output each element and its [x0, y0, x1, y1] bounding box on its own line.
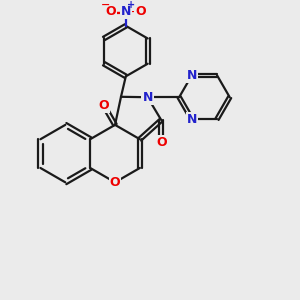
Text: O: O [110, 176, 120, 189]
Text: O: O [106, 5, 116, 18]
Text: N: N [142, 91, 153, 104]
Text: N: N [187, 112, 197, 126]
Text: O: O [98, 99, 109, 112]
Text: −: − [101, 0, 110, 10]
Text: O: O [156, 136, 166, 149]
Text: +: + [127, 0, 135, 10]
Text: O: O [135, 5, 146, 18]
Text: N: N [121, 5, 131, 18]
Text: N: N [187, 69, 197, 82]
